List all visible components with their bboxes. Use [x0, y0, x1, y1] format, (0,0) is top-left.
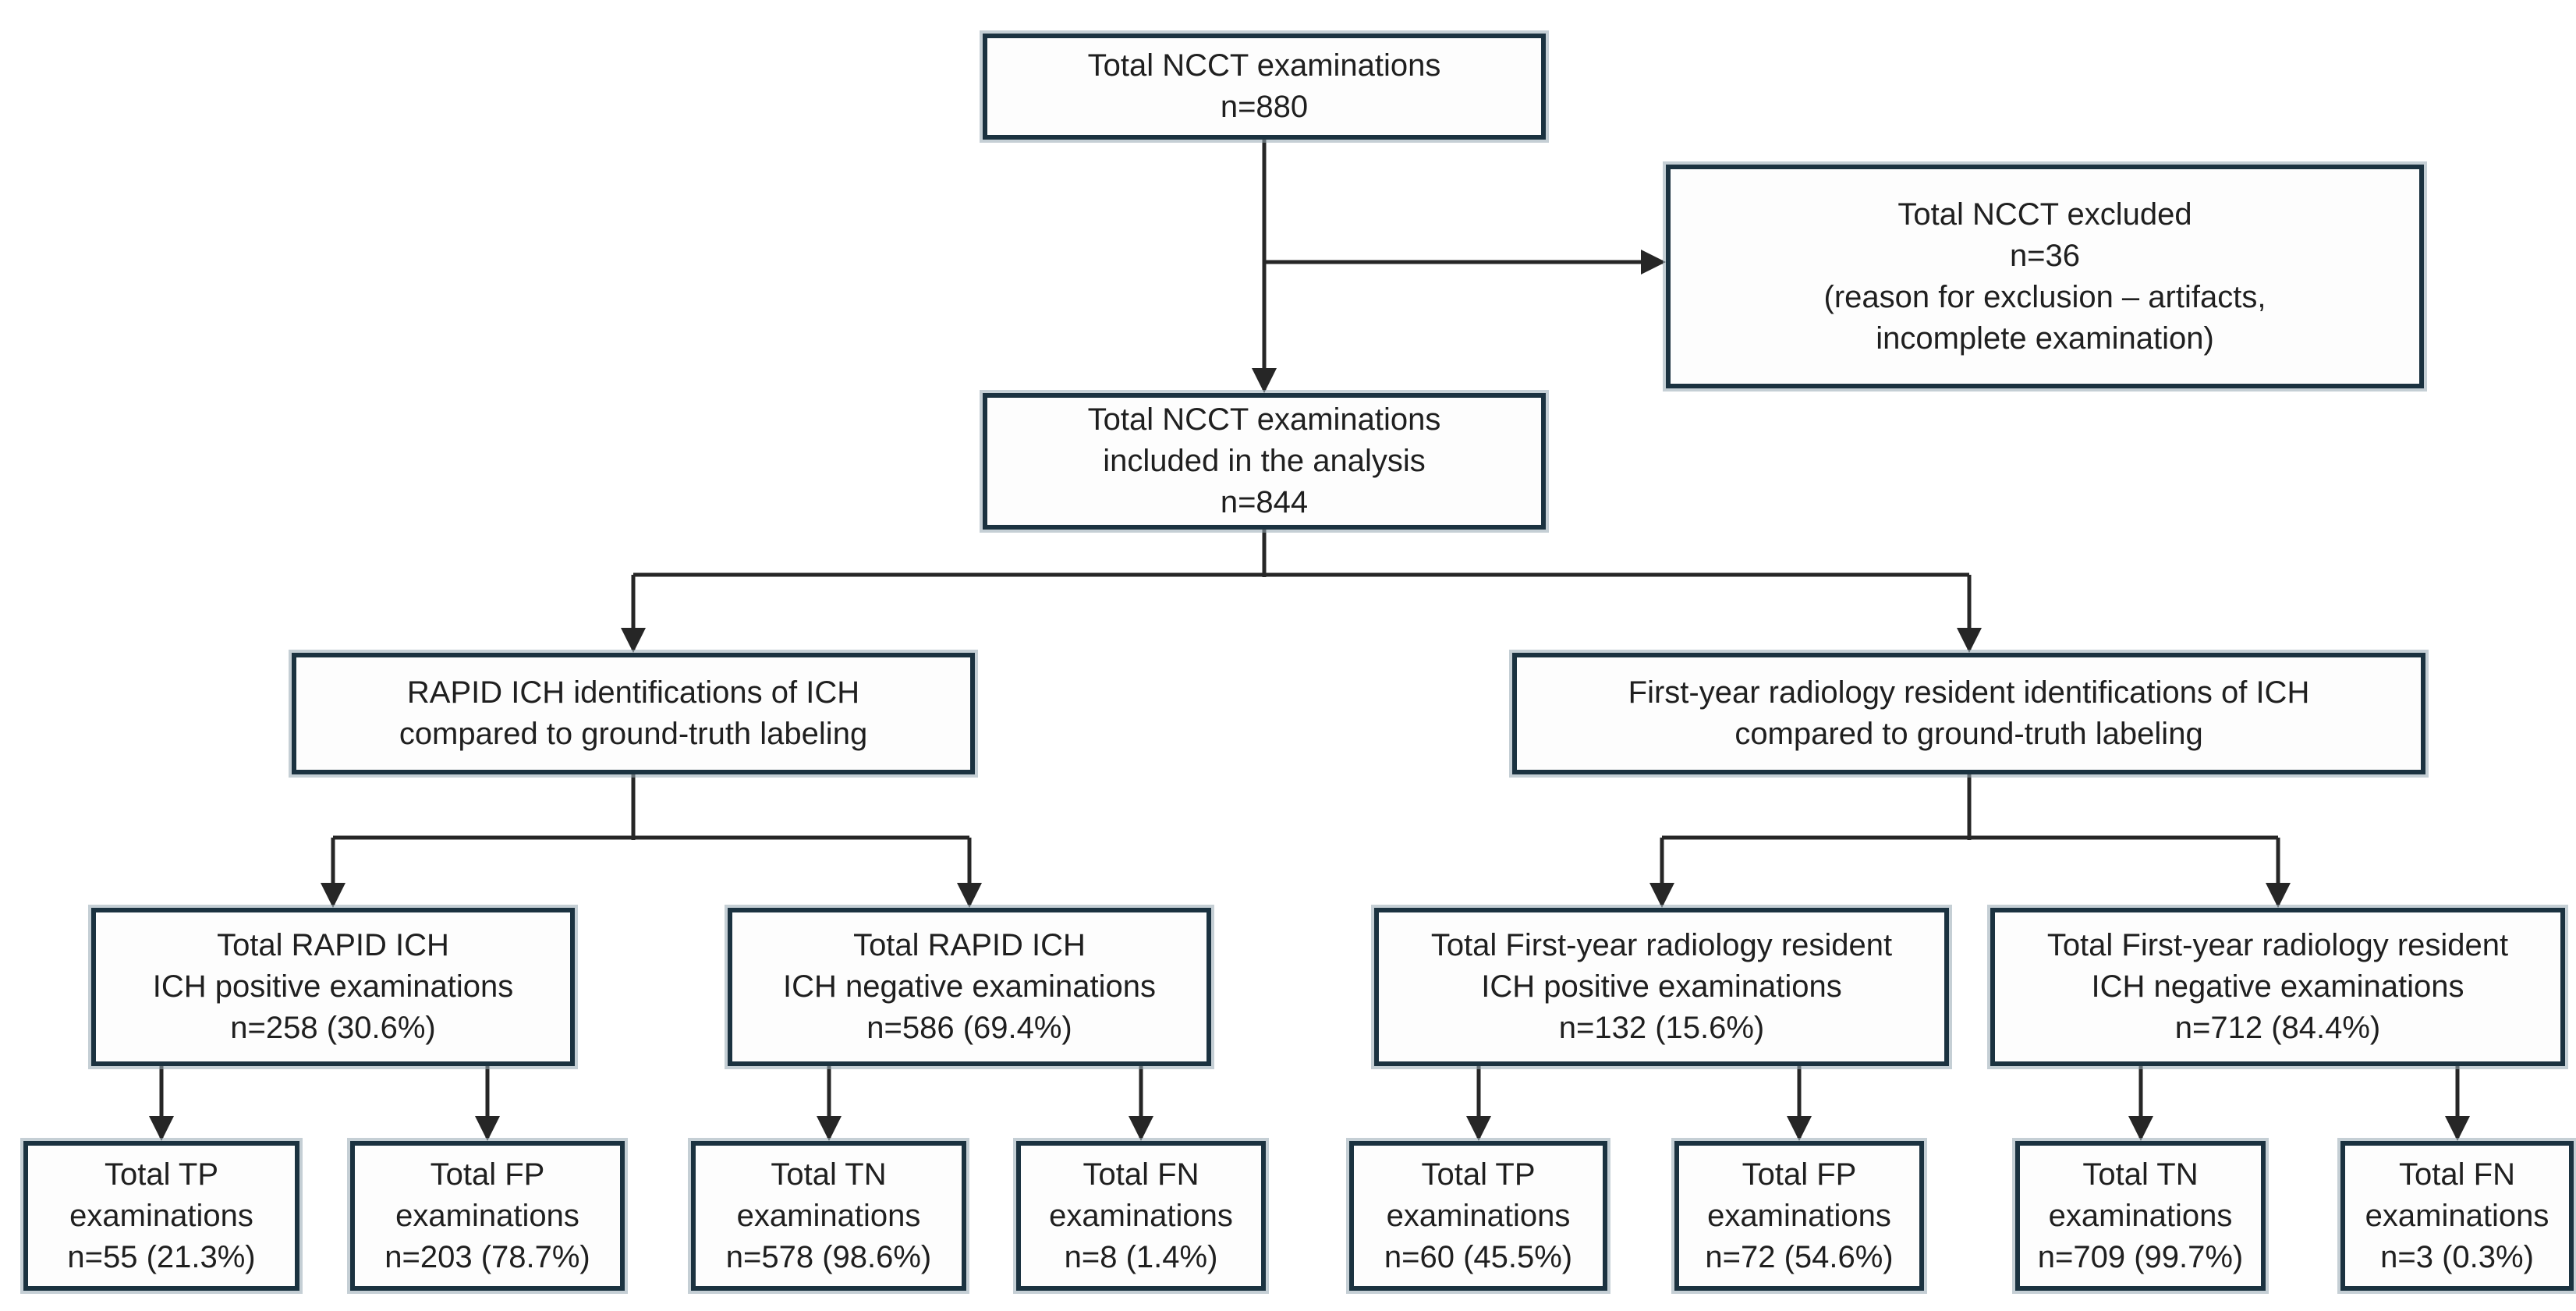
node-resident-tp: Total TP examinations n=60 (45.5%) — [1349, 1141, 1607, 1291]
node-text-line: examinations — [1707, 1198, 1891, 1233]
node-resident-ich-negative: Total First-year radiology resident ICH … — [1990, 908, 2565, 1066]
node-text-line: Total TN — [771, 1157, 887, 1192]
node-resident-ich-positive: Total First-year radiology resident ICH … — [1374, 908, 1949, 1066]
node-text-line: Total First-year radiology resident — [2046, 928, 2509, 962]
node-text-line: examinations — [395, 1198, 579, 1233]
node-text-line: Total FN — [1082, 1157, 1199, 1192]
node-text-line: ICH positive examinations — [152, 969, 514, 1004]
node-rapid-tn: Total TN examinations n=578 (98.6%) — [691, 1141, 966, 1291]
node-text-line: Total NCCT examinations — [1087, 402, 1441, 437]
node-text-line: Total NCCT excluded — [1897, 197, 2192, 232]
node-text-line: included in the analysis — [1103, 444, 1426, 478]
node-text-line: n=72 (54.6%) — [1705, 1239, 1894, 1274]
node-text-line: n=55 (21.3%) — [67, 1239, 256, 1274]
node-text-line: Total First-year radiology resident — [1430, 928, 1893, 962]
node-rapid-ich-negative: Total RAPID ICH ICH negative examination… — [728, 908, 1211, 1066]
node-rapid-fp: Total FP examinations n=203 (78.7%) — [350, 1141, 625, 1291]
node-text-line: Total RAPID ICH — [853, 928, 1086, 962]
node-text-line: ICH positive examinations — [1481, 969, 1842, 1004]
node-text-line: (reason for exclusion – artifacts, — [1823, 279, 2266, 314]
node-text-line: Total RAPID ICH — [217, 928, 449, 962]
node-text-line: Total FP — [1742, 1157, 1857, 1192]
node-ncct-included: Total NCCT examinations included in the … — [983, 393, 1546, 530]
node-text-line: examinations — [2048, 1198, 2233, 1233]
node-text-line: Total FP — [430, 1157, 545, 1192]
node-text-line: examinations — [2365, 1198, 2549, 1233]
node-resident-header: First-year radiology resident identifica… — [1512, 653, 2425, 774]
node-rapid-ich-header: RAPID ICH identifications of ICH compare… — [292, 653, 975, 774]
node-resident-fn: Total FN examinations n=3 (0.3%) — [2340, 1141, 2574, 1291]
node-text-line: n=712 (84.4%) — [2174, 1011, 2381, 1045]
node-text-line: incomplete examination) — [1876, 321, 2214, 356]
node-text-line: n=203 (78.7%) — [384, 1239, 590, 1274]
node-text-line: Total TN — [2082, 1157, 2199, 1192]
node-text-line: n=578 (98.6%) — [725, 1239, 932, 1274]
node-text-line: n=709 (99.7%) — [2037, 1239, 2244, 1274]
node-text-line: n=3 (0.3%) — [2380, 1239, 2534, 1274]
node-rapid-ich-positive: Total RAPID ICH ICH positive examination… — [91, 908, 575, 1066]
node-rapid-tp: Total TP examinations n=55 (21.3%) — [23, 1141, 299, 1291]
node-text-line: n=880 — [1220, 90, 1309, 124]
connectors — [149, 140, 2471, 1142]
node-ncct-excluded: Total NCCT excluded n=36 (reason for exc… — [1666, 165, 2424, 388]
node-resident-tn: Total TN examinations n=709 (99.7%) — [2015, 1141, 2266, 1291]
node-text-line: n=60 (45.5%) — [1384, 1239, 1573, 1274]
node-text-line: n=844 — [1220, 485, 1309, 519]
node-text-line: compared to ground-truth labeling — [399, 717, 868, 751]
node-text-line: examinations — [69, 1198, 253, 1233]
node-resident-fp: Total FP examinations n=72 (54.6%) — [1674, 1141, 1924, 1291]
node-text-line: ICH negative examinations — [782, 969, 1157, 1004]
node-text-line: examinations — [736, 1198, 921, 1233]
node-text-line: First-year radiology resident identifica… — [1628, 675, 2310, 710]
node-text-line: examinations — [1386, 1198, 1571, 1233]
node-text-line: Total TP — [1421, 1157, 1536, 1192]
node-text-line: Total NCCT examinations — [1087, 48, 1441, 83]
node-text-line: n=132 (15.6%) — [1558, 1011, 1765, 1045]
node-total-ncct: Total NCCT examinations n=880 — [983, 34, 1546, 140]
node-text-line: n=586 (69.4%) — [866, 1011, 1072, 1045]
node-text-line: compared to ground-truth labeling — [1734, 717, 2203, 751]
node-rapid-fn: Total FN examinations n=8 (1.4%) — [1016, 1141, 1266, 1291]
node-text-line: RAPID ICH identifications of ICH — [406, 675, 860, 710]
node-text-line: examinations — [1049, 1198, 1233, 1233]
node-text-line: ICH negative examinations — [2091, 969, 2464, 1004]
node-text-line: Total FN — [2399, 1157, 2515, 1192]
node-text-line: Total TP — [105, 1157, 218, 1192]
node-text-line: n=258 (30.6%) — [230, 1011, 436, 1045]
node-text-line: n=36 — [2009, 238, 2081, 273]
node-text-line: n=8 (1.4%) — [1064, 1239, 1218, 1274]
